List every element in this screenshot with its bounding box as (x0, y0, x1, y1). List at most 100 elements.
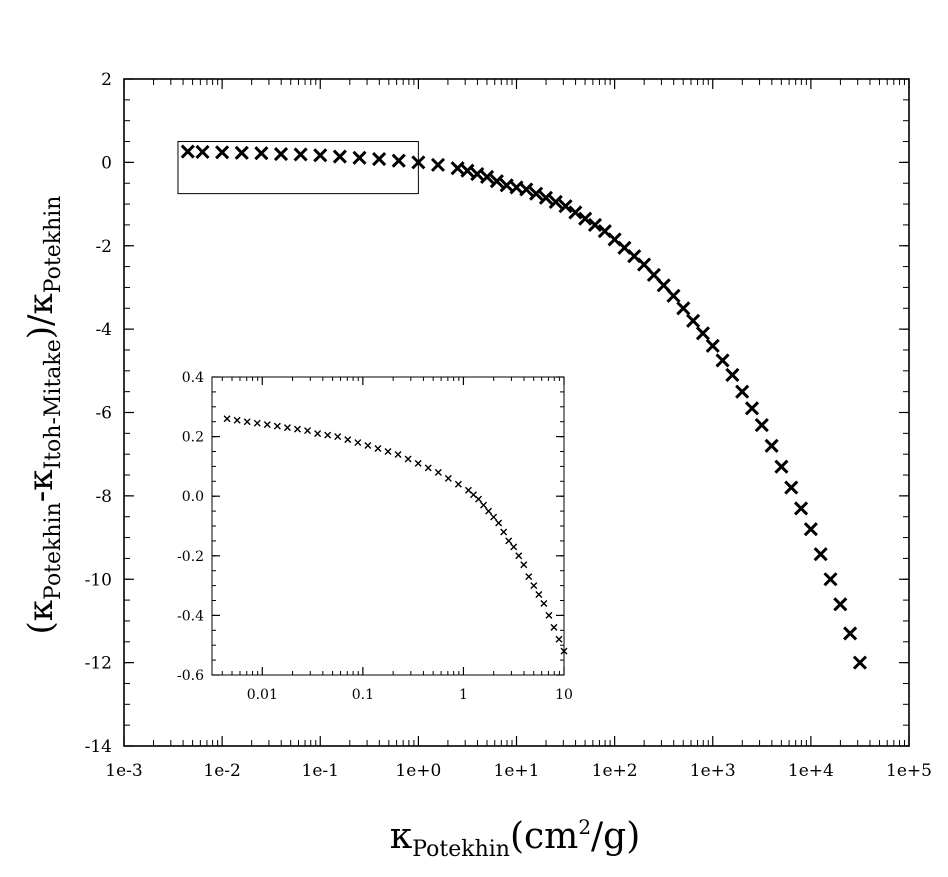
y-tick-label: 0.0 (182, 489, 204, 505)
data-point (364, 442, 372, 450)
data-point (735, 384, 750, 399)
data-point (253, 419, 261, 427)
data-point (480, 501, 488, 509)
data-point (180, 144, 195, 159)
data-point (352, 150, 367, 165)
data-point (391, 153, 406, 168)
y-tick-label: -0.6 (177, 668, 204, 684)
x-tick-label: 1 (459, 687, 468, 703)
data-point (223, 415, 231, 423)
data-point (548, 194, 563, 210)
y-tick-label: -10 (85, 570, 112, 590)
data-point (555, 635, 563, 643)
data-point (774, 459, 789, 474)
y-tick-label: -0.2 (177, 549, 204, 565)
data-point (686, 313, 701, 328)
data-point (475, 495, 483, 503)
data-point (560, 647, 568, 655)
zoom-highlight-box (177, 141, 419, 195)
x-tick-label: 1e+2 (592, 761, 638, 781)
data-point (578, 211, 593, 226)
x-tick-label: 1e+0 (395, 761, 441, 781)
y-tick-label: -8 (95, 487, 112, 507)
data-point (646, 267, 661, 282)
y-tick-label: 0.2 (182, 430, 204, 446)
data-point (283, 424, 291, 432)
data-point (705, 338, 720, 353)
data-point (374, 445, 382, 453)
y-tick-label: -6 (95, 404, 112, 424)
y-tick-label: -2 (95, 237, 112, 257)
y-tick-label: 0 (101, 153, 112, 173)
data-point (293, 425, 301, 433)
x-tick-label: 1e-1 (302, 761, 339, 781)
y-tick-label: 2 (101, 70, 112, 90)
data-point (424, 464, 432, 472)
data-point (233, 416, 241, 424)
main-axis-ticks: 1e-3 1e-2 1e-1 1e+0 1e+1 1e+2 1e+3 1e+4 1e+5 2 0 -2… (85, 70, 932, 781)
data-point (764, 438, 779, 453)
data-point (444, 474, 452, 482)
data-point (430, 157, 446, 172)
data-point (568, 205, 583, 220)
data-point (784, 480, 799, 495)
x-tick-label: 0.1 (352, 687, 374, 703)
data-point (540, 599, 548, 607)
x-axis-label: κPotekhin(cm2/g) (390, 815, 641, 862)
data-point (505, 537, 513, 545)
y-tick-label: -14 (85, 737, 112, 757)
data-point (695, 326, 710, 341)
data-point (520, 561, 528, 569)
data-point (515, 552, 523, 560)
data-point (525, 573, 533, 581)
data-point (273, 146, 289, 162)
data-point (490, 513, 498, 521)
data-point (813, 547, 828, 562)
x-tick-label: 10 (555, 687, 573, 703)
data-point (558, 199, 573, 214)
data-point (450, 161, 465, 176)
x-tick-label: 0.01 (247, 687, 278, 703)
data-point (545, 611, 553, 619)
x-tick-label: 1e+3 (690, 761, 736, 781)
data-point (676, 301, 691, 316)
data-point (324, 431, 332, 439)
main-data-points (180, 144, 867, 670)
y-tick-label: -0.4 (177, 608, 204, 624)
y-tick-label: -12 (85, 654, 112, 674)
data-point (823, 572, 838, 587)
data-point (394, 450, 402, 458)
data-point (485, 507, 493, 515)
data-point (454, 480, 462, 488)
data-point (535, 591, 543, 599)
data-point (470, 166, 485, 182)
data-point (434, 468, 442, 476)
data-point (263, 421, 271, 429)
data-point (334, 433, 342, 441)
data-point (313, 148, 328, 163)
data-point (637, 257, 652, 272)
data-point (314, 430, 322, 438)
inset-data-points (223, 415, 568, 655)
data-point (843, 626, 858, 641)
x-tick-label: 1e+1 (494, 761, 540, 781)
data-point (195, 144, 210, 160)
data-point (794, 501, 809, 516)
data-point (495, 519, 503, 527)
data-point (715, 353, 730, 368)
data-point (332, 149, 347, 164)
y-tick-label: -4 (95, 320, 112, 340)
data-point (656, 278, 671, 293)
inset-plot-frame (211, 376, 565, 676)
data-point (744, 401, 760, 416)
data-point (754, 417, 769, 433)
inset-axis-ticks: 0.01 0.1 1 10 0.4 0.2 0.0 -0.2 -0.4 -0.6 (177, 370, 573, 703)
data-point (404, 455, 412, 463)
y-tick-label: 0.4 (182, 370, 204, 386)
data-point (500, 528, 508, 536)
data-point (372, 151, 387, 167)
data-point (304, 427, 312, 435)
data-point (344, 436, 352, 444)
data-point (725, 367, 740, 383)
